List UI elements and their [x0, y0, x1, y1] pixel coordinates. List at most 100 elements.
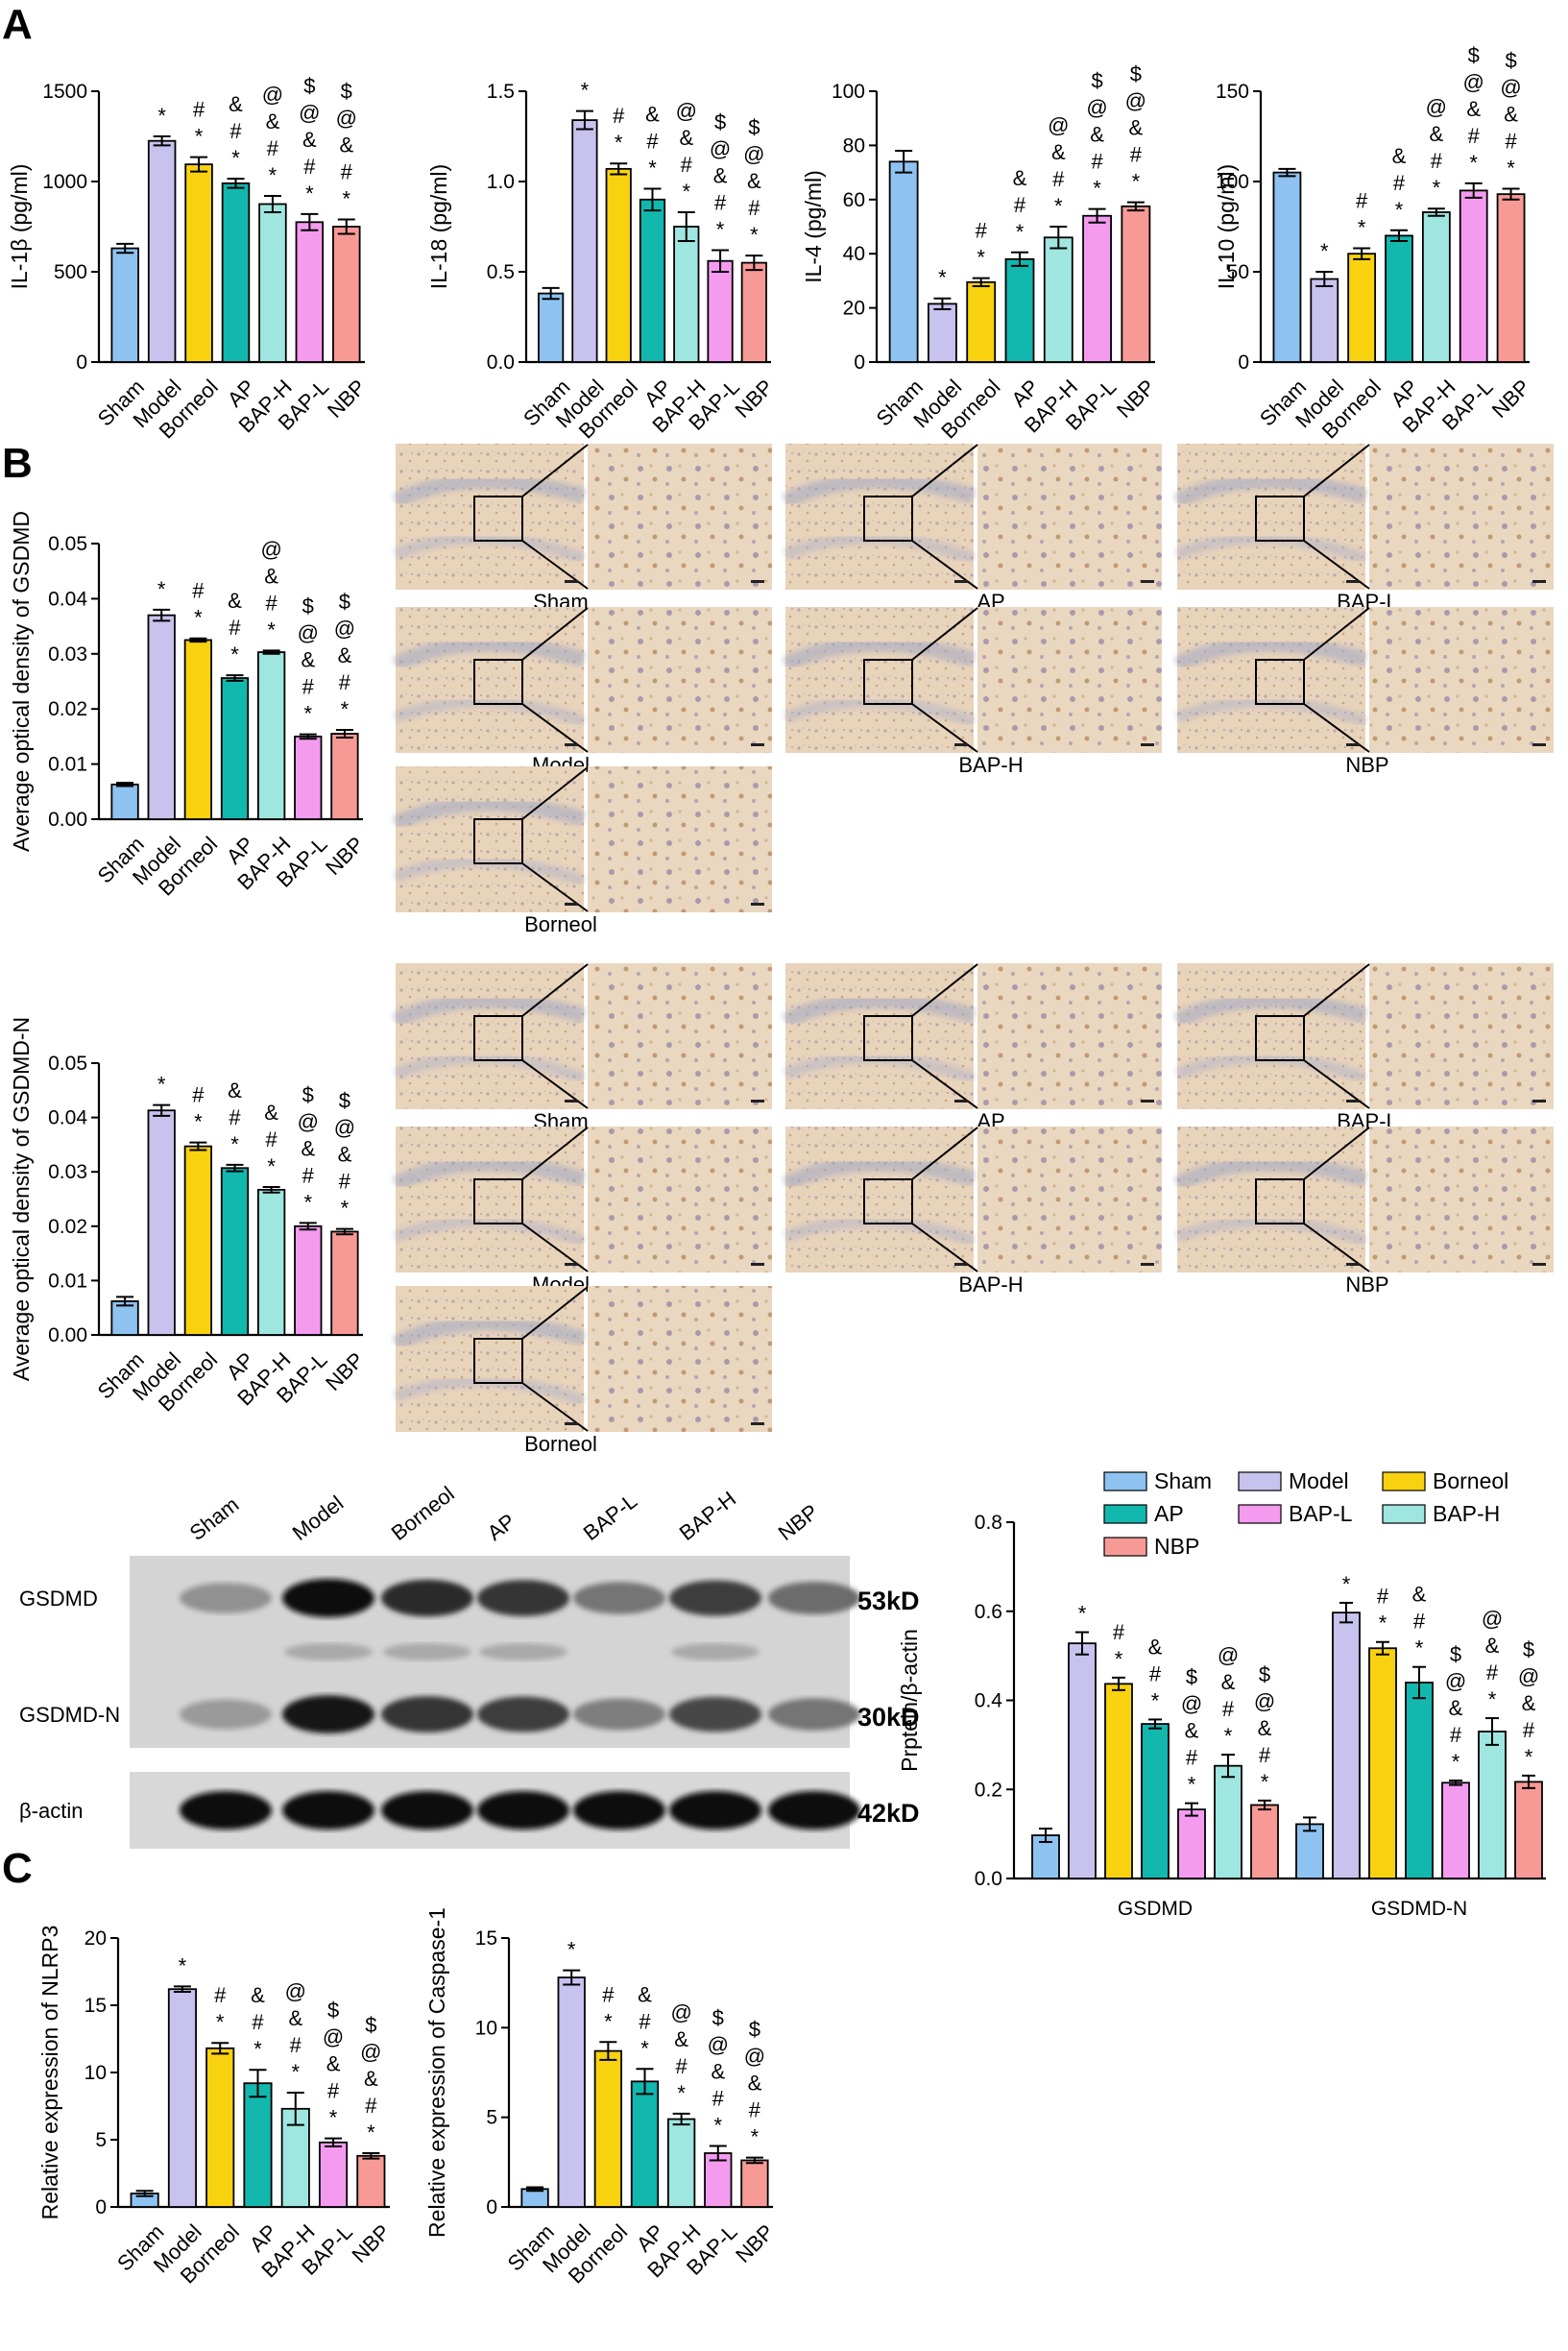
band-smear [671, 1643, 760, 1660]
sig-mark: & [1522, 1691, 1536, 1715]
sig-mark: @ [1426, 95, 1447, 119]
tissue-layer [783, 532, 977, 565]
sig-mark: & [228, 1079, 242, 1103]
lane-label: Model [288, 1491, 349, 1545]
band [768, 1582, 860, 1614]
sig-mark: * [751, 2125, 760, 2149]
bar-bap-h [1421, 211, 1451, 363]
bar-bap-h [257, 1188, 286, 1336]
tissue-layer [1174, 1215, 1368, 1248]
bar-nbp [330, 1230, 359, 1336]
wb-bar [1177, 1808, 1206, 1879]
wb-bar [1141, 1723, 1170, 1879]
tissue-layer [392, 992, 587, 1029]
sig-mark: & [1051, 140, 1066, 164]
zoom-line [911, 444, 978, 497]
bar-model [571, 119, 598, 363]
bar-borneol [593, 2049, 622, 2208]
panel-label-b: B [2, 440, 33, 487]
tissue-layer [782, 1155, 977, 1192]
bar-nbp [1496, 193, 1526, 363]
zoom-line [521, 444, 589, 497]
micrograph-overview [1177, 1127, 1365, 1272]
scale-bar [1141, 1263, 1154, 1266]
sig-mark: $ [1186, 1665, 1197, 1689]
bar-bap-h [1043, 236, 1073, 363]
legend-swatch [1103, 1471, 1147, 1491]
sig-mark: @ [710, 136, 731, 160]
y-axis-label: IL-18 (pg/ml) [426, 164, 451, 289]
sig-mark: @ [260, 537, 281, 561]
sig-mark: # [712, 2087, 725, 2111]
bar-nbp [740, 2159, 769, 2208]
sig-mark: $ [302, 594, 314, 618]
sig-mark: @ [1181, 1692, 1202, 1716]
scale-bar [954, 1100, 968, 1103]
micrograph-zoom [1369, 963, 1554, 1109]
sig-mark: * [683, 180, 691, 204]
scale-bar [751, 903, 764, 906]
sig-mark: @ [1048, 113, 1069, 137]
tissue-layer [1173, 992, 1368, 1029]
sig-mark: @ [676, 99, 697, 123]
scale-bar [1346, 580, 1360, 583]
y-tick-label: 0.01 [48, 754, 87, 776]
sig-mark: # [302, 1163, 315, 1187]
micrograph-panel: AP [782, 963, 1162, 1133]
sig-mark: # [339, 1170, 351, 1194]
band [669, 1791, 761, 1830]
sig-mark: * [343, 186, 351, 210]
micrograph-overview [396, 444, 584, 590]
band [282, 1579, 374, 1617]
band-smear [284, 1643, 373, 1660]
sig-mark: * [341, 1197, 350, 1221]
band-kd: 42kD [857, 1799, 920, 1828]
sig-mark: $ [712, 2006, 724, 2030]
scale-bar [954, 743, 968, 746]
bar-borneol [183, 639, 212, 820]
sig-mark: & [1485, 1634, 1500, 1658]
bar-bap-h [257, 651, 286, 820]
micrograph-zoom [977, 1127, 1162, 1272]
sig-mark: * [1395, 198, 1404, 222]
zoom-box [473, 1015, 523, 1061]
legend-label: Model [1289, 1468, 1349, 1493]
scale-bar [1346, 1100, 1360, 1103]
zoom-line [1303, 1127, 1370, 1180]
y-tick-label: 100 [1216, 171, 1249, 193]
tissue-layer [393, 1374, 587, 1407]
micrograph-zoom [1369, 444, 1554, 590]
sig-mark: & [1129, 116, 1144, 140]
band [381, 1791, 473, 1830]
sig-mark: & [1430, 122, 1444, 146]
y-tick-label: 0.02 [48, 698, 87, 720]
sig-mark: * [1469, 151, 1478, 175]
sig-mark: @ [299, 101, 320, 125]
sig-mark: & [364, 2067, 378, 2091]
sig-mark: # [1014, 193, 1026, 217]
y-axis-label: Relative expression of Caspase-1 [424, 1907, 449, 2238]
y-tick-label: 40 [843, 243, 865, 265]
y-tick-label: 150 [1216, 81, 1249, 103]
legend-swatch [1103, 1537, 1147, 1557]
tissue-layer [1173, 473, 1368, 509]
scale-bar [565, 743, 578, 746]
sig-mark: # [639, 2009, 651, 2033]
zoom-box [1255, 1015, 1305, 1061]
sig-mark: * [1358, 216, 1366, 240]
sig-mark: * [1261, 1770, 1269, 1794]
sig-mark: & [264, 564, 278, 588]
bar-nbp [1121, 205, 1151, 363]
zoom-box [863, 496, 913, 542]
scale-bar [954, 1263, 968, 1266]
bar-ap [220, 677, 250, 820]
sig-mark: * [157, 1073, 166, 1097]
y-tick-label: 0.00 [48, 1324, 87, 1346]
sig-mark: * [304, 702, 313, 726]
sig-mark: * [267, 1154, 276, 1178]
scale-bar [1532, 580, 1546, 583]
scale-bar [565, 580, 578, 583]
zoom-line [1303, 607, 1370, 661]
sig-mark: # [613, 104, 625, 128]
sig-mark: @ [334, 1116, 355, 1140]
